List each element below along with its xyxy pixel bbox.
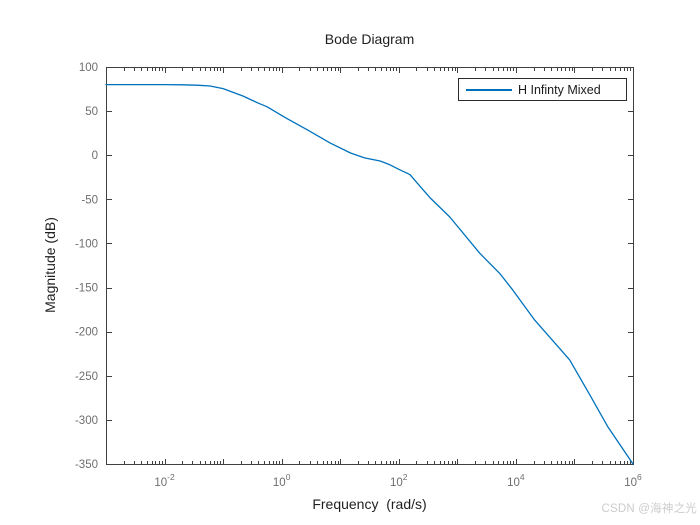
- y-tick-label: -50: [81, 194, 98, 206]
- y-axis-label: Magnitude (dB): [42, 217, 58, 313]
- legend-line-sample: [466, 88, 512, 91]
- legend-label: H Infinty Mixed: [518, 82, 601, 97]
- y-tick-label: 100: [79, 62, 98, 74]
- x-tick-label: 106: [624, 472, 642, 489]
- x-tick-label: 102: [390, 472, 408, 489]
- y-tick-label: -300: [75, 415, 98, 427]
- x-tick-label: 104: [507, 472, 525, 489]
- legend: H Infinty Mixed: [458, 78, 627, 101]
- y-tick-label: -100: [75, 238, 98, 250]
- x-tick-label: 10-2: [154, 472, 175, 489]
- series-line: [105, 83, 634, 465]
- x-axis-label: Frequency (rad/s): [312, 496, 427, 512]
- chart-title: Bode Diagram: [324, 31, 415, 47]
- y-tick-label: -150: [75, 283, 98, 295]
- x-tick-label: 100: [273, 472, 291, 489]
- y-tick-label: -350: [75, 459, 98, 471]
- watermark: CSDN @海神之光: [601, 503, 697, 515]
- y-tick-label: -200: [75, 327, 98, 339]
- y-tick-label: 0: [92, 150, 98, 162]
- axes-box: [106, 67, 634, 465]
- y-tick-label: 50: [85, 106, 98, 118]
- y-tick-label: -250: [75, 371, 98, 383]
